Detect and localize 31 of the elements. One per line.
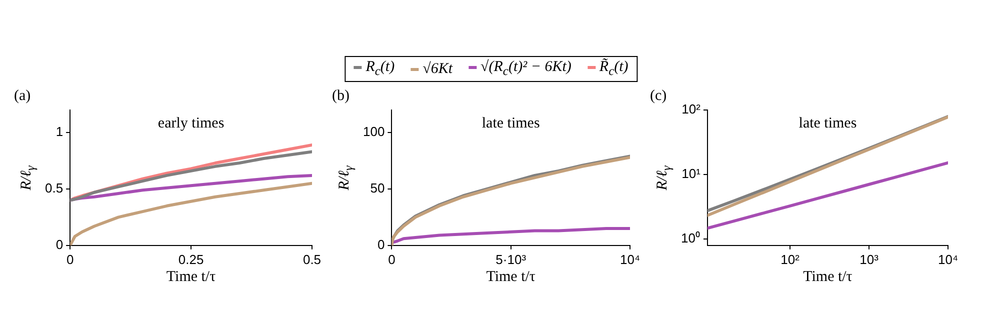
- legend-label: √6Kt: [422, 60, 452, 76]
- x-axis-title: Time t/τ: [802, 269, 854, 286]
- legend-label: R$_{c}$(t): [366, 59, 395, 78]
- x-tick-label: 0.5: [302, 252, 322, 267]
- y-tick-label: 10⁰: [680, 230, 700, 246]
- x-tick-label: 0.25: [178, 252, 204, 267]
- x-tick-label: 0: [388, 252, 396, 267]
- legend-label: R̃$_{c}$(t): [599, 59, 628, 78]
- text: (a): [14, 88, 31, 105]
- x-tick-label: 0: [66, 252, 74, 267]
- y-tick-label: 0: [377, 236, 385, 252]
- y-tick-label: 1: [56, 124, 64, 140]
- x-tick-label: 10⁴: [620, 252, 640, 267]
- y-tick-label: 0: [56, 236, 64, 252]
- y-tick-label: 100: [362, 124, 385, 140]
- chart-title: late times: [482, 115, 540, 132]
- x-tick-label: 10²: [780, 252, 800, 267]
- y-tick-label: 10²: [682, 102, 702, 117]
- x-tick-label: 10⁴: [938, 252, 958, 267]
- x-tick-label: 5·10³: [496, 252, 527, 267]
- x-tick-label: 10³: [860, 252, 880, 267]
- chart-title: late times: [798, 115, 857, 132]
- x-axis-title: Time t/τ: [165, 269, 217, 286]
- text: (c): [650, 88, 667, 105]
- y-tick-label: 0.5: [44, 180, 64, 196]
- y-tick-label: 10¹: [682, 166, 702, 182]
- y-tick-label: 50: [370, 180, 385, 196]
- text: (b): [332, 88, 350, 105]
- x-axis-title: Time t/τ: [485, 269, 536, 286]
- legend-label: √(R$_{c}$(t)² − 6Kt): [480, 59, 572, 78]
- chart-title: early times: [158, 115, 224, 132]
